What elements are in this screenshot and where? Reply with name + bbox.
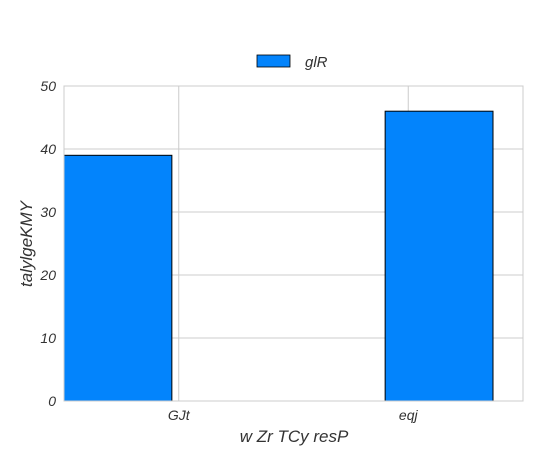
x-tick-label: GJt [168,407,191,423]
y-tick-label: 30 [40,204,56,220]
y-tick-label: 50 [40,78,56,94]
plot-frame [63,85,524,402]
x-axis-label: w Zr TCy resP [240,427,349,446]
y-tick-label: 40 [40,141,56,157]
x-tick-label: eqj [399,407,419,423]
y-tick-labels: 0 10 20 30 40 50 [39,78,56,409]
bar-1 [384,110,494,402]
x-tick-labels: GJt eqj [168,407,419,423]
legend-label: glR [305,54,328,71]
legend: glR [256,54,328,71]
legend-swatch [256,54,291,68]
bars-layer [63,110,494,402]
bar-0 [63,154,173,402]
y-tick-label: 0 [48,393,56,409]
y-tick-label: 10 [40,330,56,346]
y-axis-label: talylgeKMY [17,199,36,287]
y-tick-label: 20 [39,267,56,283]
